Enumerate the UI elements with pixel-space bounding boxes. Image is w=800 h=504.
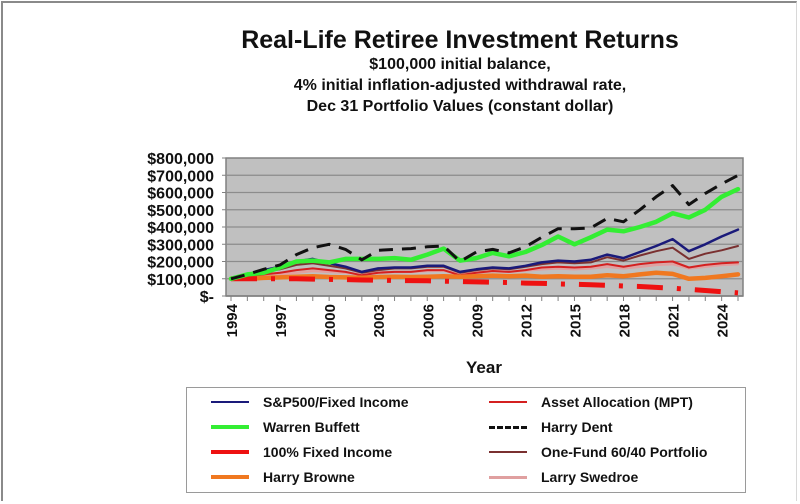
y-tick-label: $100,000 [147, 272, 214, 289]
legend-item: Asset Allocation (MPT) [489, 392, 693, 412]
legend-label: Harry Dent [541, 419, 613, 435]
legend-swatch-icon [489, 475, 527, 479]
y-tick-label: $300,000 [147, 237, 214, 254]
y-tick-label: $- [200, 289, 214, 306]
series-line-warren-buffett [228, 186, 741, 282]
x-tick-label: 2018 [617, 304, 634, 337]
legend-swatch-icon [211, 475, 249, 479]
legend-swatch-icon [489, 401, 527, 403]
legend-swatch-icon [211, 425, 249, 429]
legend-label: Warren Buffett [263, 419, 360, 435]
legend-label: Larry Swedroe [541, 469, 639, 485]
series-line-100-fixed-income [231, 276, 739, 296]
legend-swatch-icon [211, 450, 249, 454]
y-tick-label: $600,000 [147, 186, 214, 203]
x-tick-label: 2012 [518, 304, 535, 337]
x-tick-label: 2021 [666, 304, 683, 337]
legend-swatch-icon [211, 401, 249, 403]
x-tick-label: 2000 [322, 304, 339, 337]
legend-item: S&P500/Fixed Income [211, 392, 409, 412]
legend-label: Harry Browne [263, 469, 355, 485]
x-tick-label: 1994 [224, 303, 241, 337]
x-axis: 1994 1997 2000 2003 2006 2009 2012 2015 2018 2021… [224, 295, 743, 337]
legend-item: Larry Swedroe [489, 467, 638, 487]
x-tick-label: 2003 [371, 304, 388, 337]
legend-label: Asset Allocation (MPT) [541, 394, 693, 410]
x-tick-label: 2006 [420, 304, 437, 337]
x-tick-label: 1997 [273, 304, 290, 337]
y-tick-label: $500,000 [147, 203, 214, 220]
series-line-asset-allocation-mpt- [230, 260, 739, 280]
y-tick-label: $800,000 [147, 151, 214, 168]
legend-swatch-icon [489, 425, 527, 429]
y-axis: $800,000$700,000$600,000$500,000$400,000… [147, 151, 226, 306]
x-axis-title: Year [466, 358, 502, 377]
legend-item: Warren Buffett [211, 417, 360, 437]
x-tick-label: 2015 [567, 304, 584, 337]
legend-item: One-Fund 60/40 Portfolio [489, 442, 707, 462]
x-tick-label: 2009 [469, 304, 486, 337]
y-tick-label: $400,000 [147, 220, 214, 237]
y-tick-label: $200,000 [147, 255, 214, 272]
series-line-harry-browne [228, 270, 741, 282]
legend-item: Harry Dent [489, 417, 613, 437]
chart-subtitle-line-2: 4% initial inflation-adjusted withdrawal… [293, 77, 627, 94]
chart-legend: S&P500/Fixed Income Asset Allocation (MPT… [186, 387, 746, 493]
gridlines [226, 174, 743, 280]
legend-label: 100% Fixed Income [263, 444, 393, 460]
chart-subtitle-line-3: Dec 31 Portfolio Values (constant dollar… [306, 98, 614, 115]
series-line-harry-dent [230, 173, 739, 281]
legend-label: One-Fund 60/40 Portfolio [541, 444, 708, 460]
y-tick-label: $700,000 [147, 168, 214, 185]
x-tick-label: 2024 [715, 303, 732, 337]
chart-subtitle-line-1: $100,000 initial balance, [369, 56, 551, 73]
legend-item: Harry Browne [211, 467, 355, 487]
legend-label: S&P500/Fixed Income [263, 394, 409, 410]
data-series [228, 173, 741, 296]
legend-swatch-icon [489, 451, 527, 453]
legend-item: 100% Fixed Income [211, 442, 392, 462]
chart-title: Real-Life Retiree Investment Returns [241, 26, 679, 54]
